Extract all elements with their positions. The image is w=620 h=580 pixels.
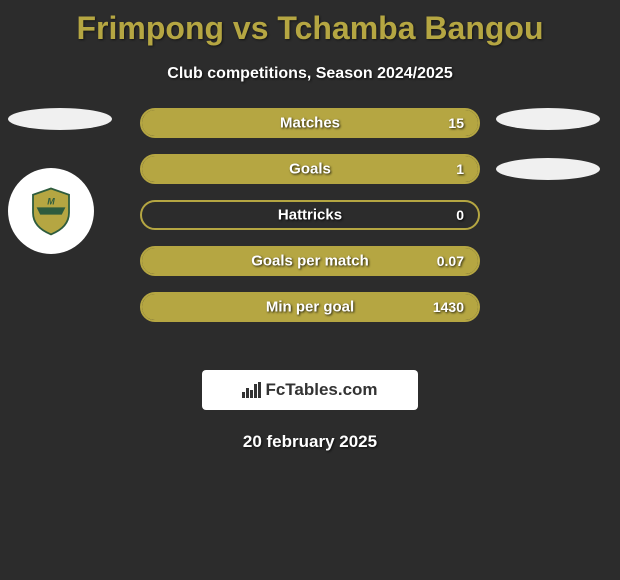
right-player-badges bbox=[496, 108, 600, 208]
stat-bar-goals-per-match: Goals per match 0.07 bbox=[140, 246, 480, 276]
stat-bar-hattricks: Hattricks 0 bbox=[140, 200, 480, 230]
brand-logo-box: FcTables.com bbox=[202, 370, 418, 410]
content-area: M Matches 15 Goals 1 Hattricks 0 bbox=[0, 108, 620, 358]
stat-label: Hattricks bbox=[142, 207, 478, 224]
stat-label: Goals bbox=[142, 161, 478, 178]
left-player-badges: M bbox=[8, 108, 112, 254]
stat-bar-matches: Matches 15 bbox=[140, 108, 480, 138]
stat-bar-min-per-goal: Min per goal 1430 bbox=[140, 292, 480, 322]
stat-bar-goals: Goals 1 bbox=[140, 154, 480, 184]
brand-logo: FcTables.com bbox=[242, 380, 377, 400]
stat-value: 1430 bbox=[433, 299, 464, 315]
svg-text:M: M bbox=[47, 197, 55, 207]
player-placeholder-icon bbox=[496, 108, 600, 130]
stat-label: Matches bbox=[142, 115, 478, 132]
club-placeholder-icon bbox=[496, 158, 600, 180]
shield-icon: M bbox=[24, 184, 78, 238]
stat-label: Goals per match bbox=[142, 253, 478, 270]
stat-value: 1 bbox=[456, 161, 464, 177]
player-placeholder-icon bbox=[8, 108, 112, 130]
date-text: 20 february 2025 bbox=[0, 432, 620, 452]
club-logo-left: M bbox=[8, 168, 94, 254]
subtitle: Club competitions, Season 2024/2025 bbox=[0, 65, 620, 83]
bar-chart-icon bbox=[242, 382, 261, 398]
page-title: Frimpong vs Tchamba Bangou bbox=[0, 0, 620, 47]
infographic-container: Frimpong vs Tchamba Bangou Club competit… bbox=[0, 0, 620, 580]
stat-label: Min per goal bbox=[142, 299, 478, 316]
brand-text: FcTables.com bbox=[265, 380, 377, 400]
stat-value: 0 bbox=[456, 207, 464, 223]
stat-bars-container: Matches 15 Goals 1 Hattricks 0 Goals per… bbox=[140, 108, 480, 322]
stat-value: 0.07 bbox=[437, 253, 464, 269]
stat-value: 15 bbox=[448, 115, 464, 131]
